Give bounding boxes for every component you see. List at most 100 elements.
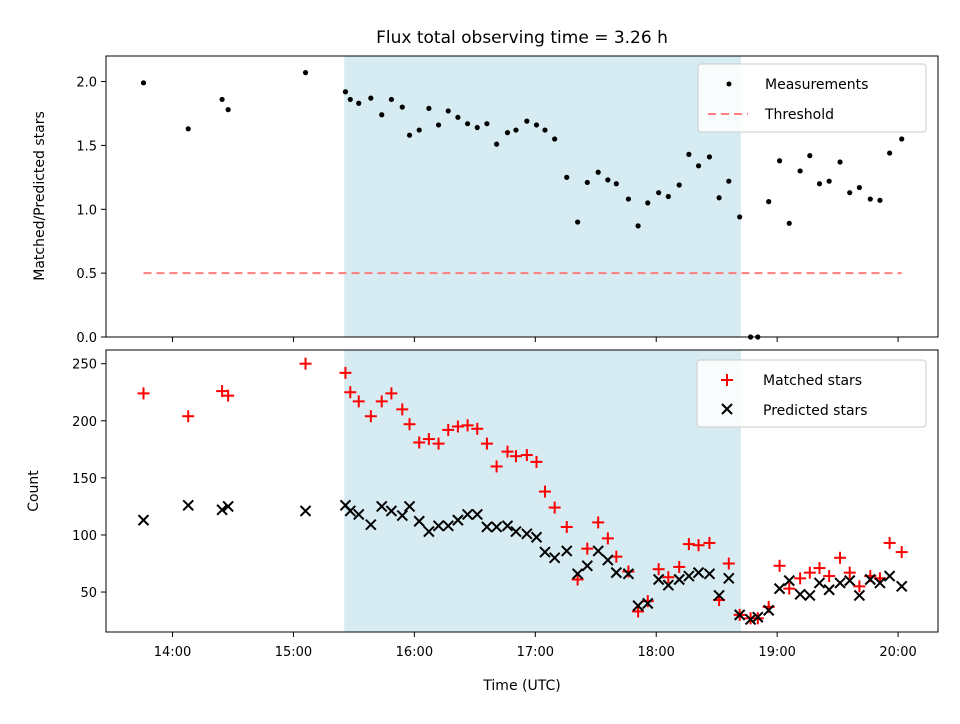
predicted-star-point <box>752 611 764 623</box>
x-tick-label: 20:00 <box>879 645 916 660</box>
predicted-star-point <box>548 552 561 564</box>
bottom-y-ticks: 50 100 150 200 250 <box>72 358 106 601</box>
matched-star-point <box>352 395 365 408</box>
measurement-point <box>219 96 225 103</box>
measurement-point <box>766 199 772 205</box>
predicted-star-point <box>592 545 604 557</box>
measurement-point <box>504 130 511 136</box>
legend-measurements-label: Measurements <box>765 77 868 93</box>
measurement-point <box>887 150 893 156</box>
measurement-point <box>388 96 394 103</box>
bot-y-tick-label: 150 <box>72 472 97 487</box>
measurement-point <box>816 181 823 187</box>
measurement-point <box>716 195 722 201</box>
matched-star-point <box>823 570 836 583</box>
measurement-point <box>416 127 422 133</box>
measurement-point <box>513 127 519 133</box>
matched-star-point <box>375 395 388 408</box>
predicted-star-point <box>602 554 614 566</box>
predicted-star-point <box>530 531 543 543</box>
legend-measurements-marker <box>726 81 732 87</box>
predicted-star-point <box>673 573 685 586</box>
predicted-star-point <box>365 518 377 531</box>
predicted-star-point <box>571 568 584 580</box>
predicted-star-point <box>844 574 856 587</box>
matched-star-point <box>834 551 847 564</box>
predicted-star-point <box>581 560 594 572</box>
top-axes-frame <box>105 55 939 338</box>
matched-star-point <box>803 566 816 579</box>
measurement-point <box>368 95 374 101</box>
measurement-point <box>399 104 405 110</box>
predicted-star-point <box>442 520 454 532</box>
predicted-star-point <box>344 505 356 517</box>
measurement-point <box>826 178 832 184</box>
x-tick-label: 14:00 <box>154 645 191 660</box>
matched-star-point <box>137 387 150 400</box>
predicted-star-point <box>896 580 908 593</box>
matched-star-point <box>560 520 573 533</box>
predicted-star-point <box>652 573 665 586</box>
bottom-series-layer <box>137 357 908 626</box>
measurement-point <box>464 121 471 127</box>
matched-star-point <box>432 437 445 450</box>
measurement-point <box>695 163 702 169</box>
matched-star-point <box>652 563 665 576</box>
measurement-point <box>575 219 581 225</box>
predicted-star-point <box>794 588 806 601</box>
matched-star-point <box>451 420 464 433</box>
predicted-star-point <box>632 600 644 612</box>
matched-star-point <box>538 485 551 498</box>
matched-star-point <box>783 582 796 595</box>
matched-star-point <box>662 571 675 584</box>
predicted-star-point <box>432 520 445 532</box>
measurement-point <box>797 168 803 174</box>
matched-star-point <box>641 595 654 608</box>
bot-y-tick-label: 200 <box>72 415 97 430</box>
matched-star-point <box>692 539 705 552</box>
matched-star-point <box>339 366 352 379</box>
bottom-legend: Matched stars Predicted stars <box>696 359 927 428</box>
predicted-star-point <box>510 525 522 538</box>
top-y-tick-label: 1.0 <box>76 203 97 218</box>
measurement-point <box>552 136 558 142</box>
matched-star-point <box>501 445 514 458</box>
measurement-point <box>776 158 783 164</box>
predicted-star-point <box>481 521 493 533</box>
top-y-ticks: 0.0 0.5 1.0 1.5 2.0 <box>76 76 106 346</box>
top-chart-title: Flux total observing time = 3.26 h <box>376 28 668 48</box>
predicted-star-point <box>783 574 795 587</box>
predicted-star-point <box>813 577 826 589</box>
predicted-star-point <box>182 499 194 511</box>
predicted-star-point <box>461 508 474 521</box>
matched-star-point <box>385 387 398 400</box>
matched-star-point <box>853 580 866 593</box>
predicted-star-point <box>713 589 725 602</box>
matched-star-point <box>843 566 856 579</box>
matched-star-point <box>490 460 503 473</box>
measurement-point <box>445 108 451 114</box>
measurement-point <box>356 100 362 106</box>
measurement-point <box>706 154 713 160</box>
bottom-axes-frame <box>105 349 939 633</box>
predicted-star-point <box>773 582 786 595</box>
top-y-tick-label: 2.0 <box>76 76 97 91</box>
predicted-star-point <box>403 500 416 513</box>
predicted-star-point <box>561 545 573 557</box>
predicted-star-point <box>610 566 623 579</box>
measurement-point <box>595 169 601 175</box>
matched-star-point <box>520 449 533 462</box>
predicted-star-point <box>823 584 835 596</box>
measurement-point <box>302 70 309 76</box>
predicted-star-point <box>471 508 483 521</box>
measurement-point <box>542 127 548 133</box>
bottom-legend-box <box>696 359 927 428</box>
predicted-star-point <box>744 613 757 626</box>
matched-star-point <box>703 536 716 549</box>
measurement-point <box>847 190 853 196</box>
predicted-star-point <box>723 572 735 585</box>
matched-star-point <box>794 572 807 585</box>
bottom-y-axis-label: Count <box>26 470 42 512</box>
predicted-star-point <box>376 500 388 513</box>
